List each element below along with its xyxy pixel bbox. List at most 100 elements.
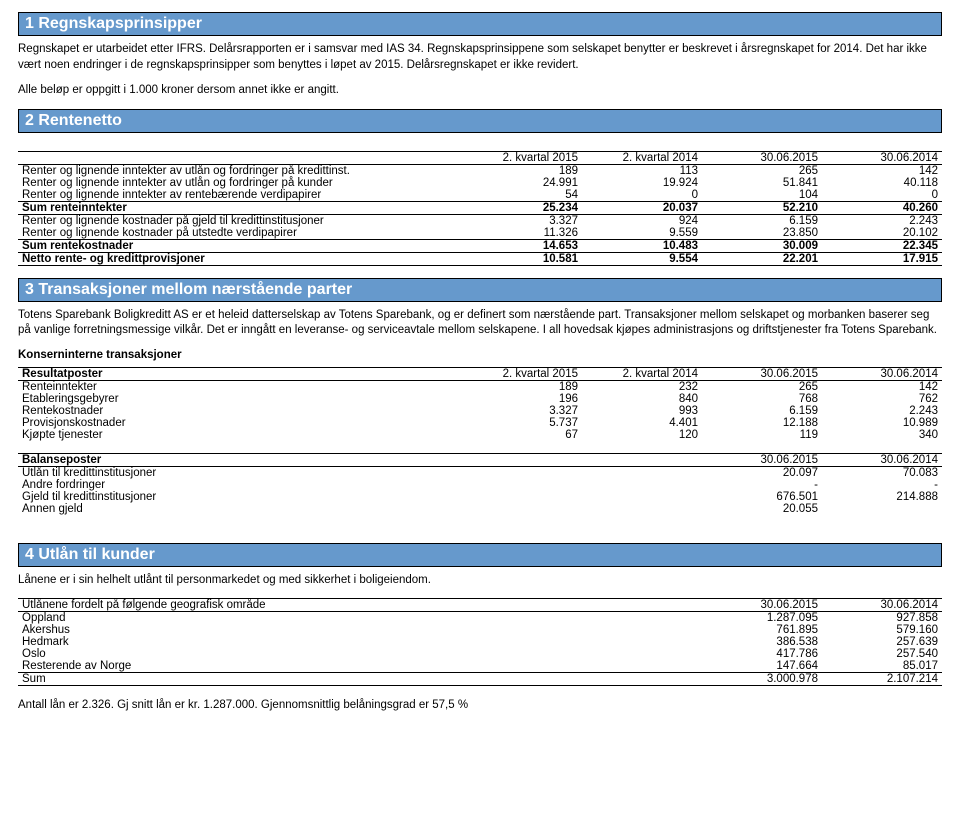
cell: 113	[582, 164, 702, 177]
cell: 3.327	[462, 405, 582, 417]
sec1-paragraph-2: Alle beløp er oppgitt i 1.000 kroner der…	[18, 83, 942, 99]
cell: 2.243	[822, 405, 942, 417]
table-row: Akershus761.895579.160	[18, 624, 942, 636]
cell: 0	[582, 189, 702, 202]
table-row: Sum rentekostnader14.65310.48330.00922.3…	[18, 239, 942, 252]
cell: 120	[582, 429, 702, 441]
row-label: Akershus	[18, 624, 702, 636]
row-label: Rentekostnader	[18, 405, 462, 417]
table-row: Resterende av Norge147.66485.017	[18, 660, 942, 673]
table-row: Andre fordringer--	[18, 479, 942, 491]
table-row: Gjeld til kredittinstitusjoner676.501214…	[18, 491, 942, 503]
col-h2: 2. kvartal 2014	[582, 151, 702, 164]
col-h1: 30.06.2015	[702, 453, 822, 466]
balanseposter-table: Balanseposter 30.06.2015 30.06.2014 Utlå…	[18, 453, 942, 515]
table-row: Kjøpte tjenester67120119340	[18, 429, 942, 441]
col-h3: 30.06.2015	[702, 151, 822, 164]
table-row: Renteinntekter189232265142	[18, 380, 942, 393]
cell: 19.924	[582, 177, 702, 189]
row-label: Renter og lignende inntekter av utlån og…	[18, 177, 462, 189]
table-header-row: Utlånene fordelt på følgende geografisk …	[18, 599, 942, 612]
section-3-header: 3 Transaksjoner mellom nærstående parter	[18, 278, 942, 302]
row-label: Provisjonskostnader	[18, 417, 462, 429]
cell: 2.107.214	[822, 673, 942, 686]
table-row: Oppland1.287.095927.858	[18, 612, 942, 625]
sec1-paragraph-1: Regnskapet er utarbeidet etter IFRS. Del…	[18, 42, 942, 73]
sec3-subhead: Konserninterne transaksjoner	[18, 349, 942, 361]
row-label: Oppland	[18, 612, 702, 625]
cell: 257.639	[822, 636, 942, 648]
sec4-footer: Antall lån er 2.326. Gj snitt lån er kr.…	[18, 698, 942, 714]
cell: 20.097	[702, 466, 822, 479]
cell: 10.989	[822, 417, 942, 429]
cell: 2.243	[822, 214, 942, 227]
cell: 51.841	[702, 177, 822, 189]
row-label: Renteinntekter	[18, 380, 462, 393]
table-row: Rentekostnader3.3279936.1592.243	[18, 405, 942, 417]
table-row: Sum3.000.9782.107.214	[18, 673, 942, 686]
cell: 0	[822, 189, 942, 202]
cell: 142	[822, 380, 942, 393]
table-row: Renter og lignende inntekter av rentebær…	[18, 189, 942, 202]
cell	[822, 503, 942, 515]
section-1-header: 1 Regnskapsprinsipper	[18, 12, 942, 36]
cell: 579.160	[822, 624, 942, 636]
cell: 676.501	[702, 491, 822, 503]
table-row: Provisjonskostnader5.7374.40112.18810.98…	[18, 417, 942, 429]
cell: 9.559	[582, 227, 702, 240]
cell: 417.786	[702, 648, 822, 660]
row-label: Sum	[18, 673, 702, 686]
section-4-header: 4 Utlån til kunder	[18, 543, 942, 567]
table-row: Renter og lignende inntekter av utlån og…	[18, 164, 942, 177]
table-header-row: Resultatposter 2. kvartal 2015 2. kvarta…	[18, 367, 942, 380]
geo-table: Utlånene fordelt på følgende geografisk …	[18, 598, 942, 686]
row-label: Hedmark	[18, 636, 702, 648]
cell: 85.017	[822, 660, 942, 673]
col-h2: 30.06.2014	[822, 453, 942, 466]
cell: 10.483	[582, 239, 702, 252]
table-row: Annen gjeld20.055	[18, 503, 942, 515]
row-label: Renter og lignende inntekter av utlån og…	[18, 164, 462, 177]
cell: 6.159	[702, 214, 822, 227]
cell: 52.210	[702, 201, 822, 214]
cell: 232	[582, 380, 702, 393]
col-h1: 30.06.2015	[702, 599, 822, 612]
cell: 189	[462, 380, 582, 393]
table-row: Etableringsgebyrer196840768762	[18, 393, 942, 405]
sec3-paragraph: Totens Sparebank Boligkreditt AS er et h…	[18, 308, 942, 339]
cell: 30.009	[702, 239, 822, 252]
cell: 6.159	[702, 405, 822, 417]
cell: 20.037	[582, 201, 702, 214]
cell: 17.915	[822, 252, 942, 265]
section-2-header: 2 Rentenetto	[18, 109, 942, 133]
cell: 924	[582, 214, 702, 227]
table-row: Renter og lignende kostnader på utstedte…	[18, 227, 942, 240]
cell: 927.858	[822, 612, 942, 625]
row-label: Resterende av Norge	[18, 660, 702, 673]
cell: 22.345	[822, 239, 942, 252]
row-label: Utlån til kredittinstitusjoner	[18, 466, 702, 479]
cell: 70.083	[822, 466, 942, 479]
col-h4: 30.06.2014	[822, 367, 942, 380]
col-h3: 30.06.2015	[702, 367, 822, 380]
cell: 142	[822, 164, 942, 177]
row-label: Kjøpte tjenester	[18, 429, 462, 441]
cell: 840	[582, 393, 702, 405]
col-label: Utlånene fordelt på følgende geografisk …	[18, 599, 702, 612]
col-label: Balanseposter	[18, 453, 702, 466]
col-label: Resultatposter	[18, 367, 462, 380]
cell: 11.326	[462, 227, 582, 240]
col-blank	[18, 151, 462, 164]
cell: 340	[822, 429, 942, 441]
cell: 265	[702, 380, 822, 393]
row-label: Etableringsgebyrer	[18, 393, 462, 405]
table-row: Oslo417.786257.540	[18, 648, 942, 660]
table-row: Utlån til kredittinstitusjoner20.09770.0…	[18, 466, 942, 479]
cell: -	[822, 479, 942, 491]
cell: 14.653	[462, 239, 582, 252]
cell: 119	[702, 429, 822, 441]
table-row: Renter og lignende inntekter av utlån og…	[18, 177, 942, 189]
table-header-row: Balanseposter 30.06.2015 30.06.2014	[18, 453, 942, 466]
cell: 762	[822, 393, 942, 405]
cell: 196	[462, 393, 582, 405]
